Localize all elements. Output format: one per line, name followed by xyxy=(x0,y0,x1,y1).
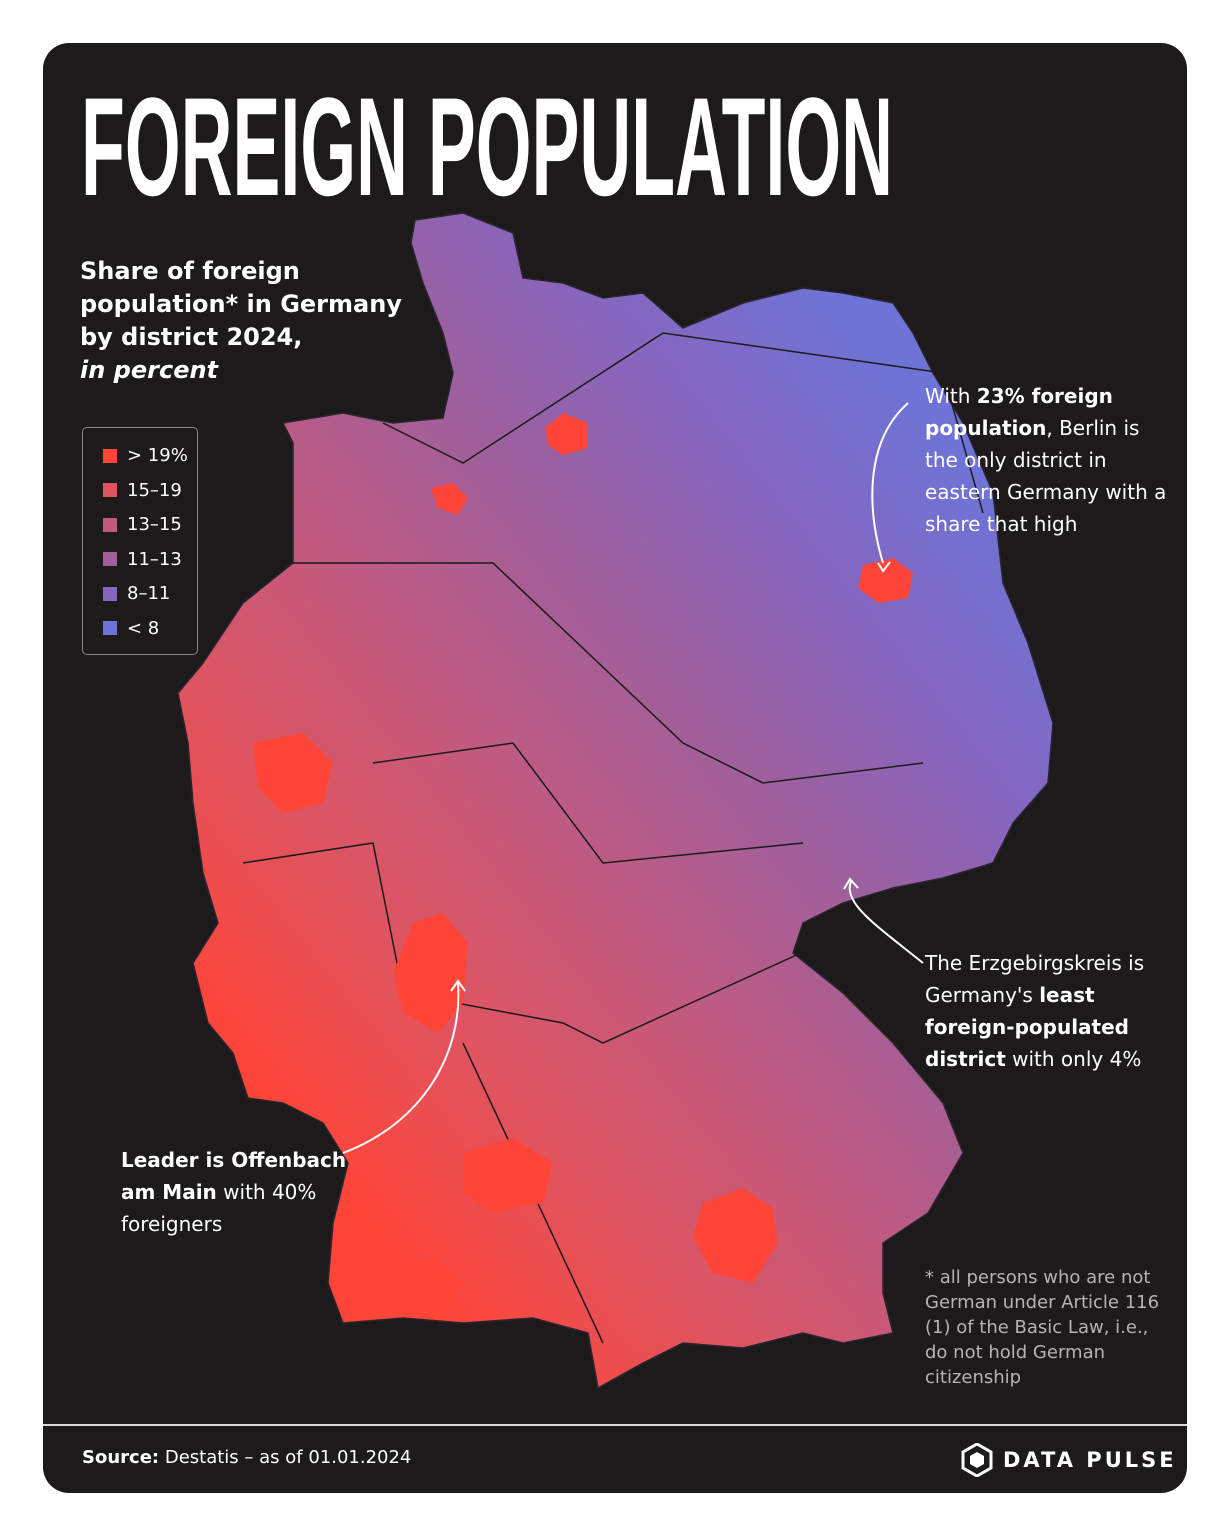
legend-item: > 19% xyxy=(103,445,188,466)
card: FOREIGN POPULATION Share of foreign popul… xyxy=(43,43,1187,1493)
source-label: Source: xyxy=(82,1447,160,1468)
stuttgart-region xyxy=(463,1138,553,1213)
subtitle-line: population* in Germany xyxy=(80,290,402,318)
legend-item: 8–11 xyxy=(103,583,170,604)
title: FOREIGN POPULATION xyxy=(81,68,893,225)
legend-swatch xyxy=(103,483,117,497)
annotation-text: with only 4% xyxy=(1005,1047,1142,1071)
frankfurt-region xyxy=(393,913,468,1033)
legend-label: < 8 xyxy=(127,617,160,639)
bremen xyxy=(431,483,468,515)
map: FOREIGN POPULATION xyxy=(81,68,1054,1390)
subtitle-line: Share of foreign xyxy=(80,257,300,285)
brand-name: DATA PULSE xyxy=(1003,1448,1177,1472)
erzgebirge-arrow xyxy=(848,880,924,964)
footer-rule xyxy=(43,1424,1187,1426)
annotation-erzgebirge: The Erzgebirgskreis is Germany's least f… xyxy=(925,947,1153,1075)
legend-label: 8–11 xyxy=(127,583,171,604)
annotation-bold: least foreign-populated district xyxy=(925,983,1129,1071)
legend-item: 11–13 xyxy=(103,549,182,570)
annotation-bold: 23% foreign population xyxy=(925,384,1113,440)
source-text: Destatis – as of 01.01.2024 xyxy=(164,1447,412,1468)
hamburg xyxy=(545,413,588,455)
legend-item: < 8 xyxy=(103,618,159,639)
legend-label: > 19% xyxy=(127,445,188,466)
legend-label: 15–19 xyxy=(127,479,182,501)
offenbach-arrow xyxy=(342,982,460,1154)
legend-swatch xyxy=(103,552,117,566)
berlin-arrow xyxy=(871,402,909,564)
annotation-text: With xyxy=(925,384,977,408)
ruhr-region xyxy=(253,733,333,813)
source: Source: Destatis – as of 01.01.2024 xyxy=(82,1447,411,1468)
arrows xyxy=(342,402,924,1154)
legend-label: 11–13 xyxy=(127,548,182,570)
subtitle: Share of foreign population* in Germany by… xyxy=(80,255,402,387)
annotation-berlin: With 23% foreign population, Berlin is t… xyxy=(925,380,1170,540)
hotspots xyxy=(253,413,913,1308)
state-borders xyxy=(242,332,984,1344)
brand: DATA PULSE xyxy=(961,1443,1177,1477)
legend: > 19% 15–19 13–15 11–13 8–11 < 8 xyxy=(82,427,198,655)
annotation-text: , Berlin is the only district in eastern… xyxy=(925,416,1167,536)
berlin xyxy=(858,558,913,603)
annotation-text: with 40% foreigners xyxy=(121,1180,317,1236)
subtitle-line: by district 2024, xyxy=(80,323,303,351)
munich-region xyxy=(693,1188,778,1283)
legend-swatch xyxy=(103,517,117,532)
germany-outline xyxy=(177,212,1054,1390)
annotation-text: The Erzgebirgskreis is Germany's xyxy=(925,951,1145,1007)
legend-item: 13–15 xyxy=(103,514,182,535)
legend-swatch xyxy=(103,448,117,463)
legend-label: 13–15 xyxy=(127,514,182,535)
brand-logo xyxy=(961,1443,993,1477)
freiburg-region xyxy=(388,1258,463,1308)
legend-swatch xyxy=(103,586,117,601)
annotation-bold: Leader is Offenbach am Main xyxy=(121,1148,347,1204)
legend-swatch xyxy=(103,621,117,635)
annotation-offenbach: Leader is Offenbach am Main with 40% for… xyxy=(121,1144,353,1240)
legend-item: 15–19 xyxy=(103,480,182,501)
footnote: * all persons who are not German under A… xyxy=(925,1267,1160,1388)
subtitle-emphasis: in percent xyxy=(80,356,219,384)
